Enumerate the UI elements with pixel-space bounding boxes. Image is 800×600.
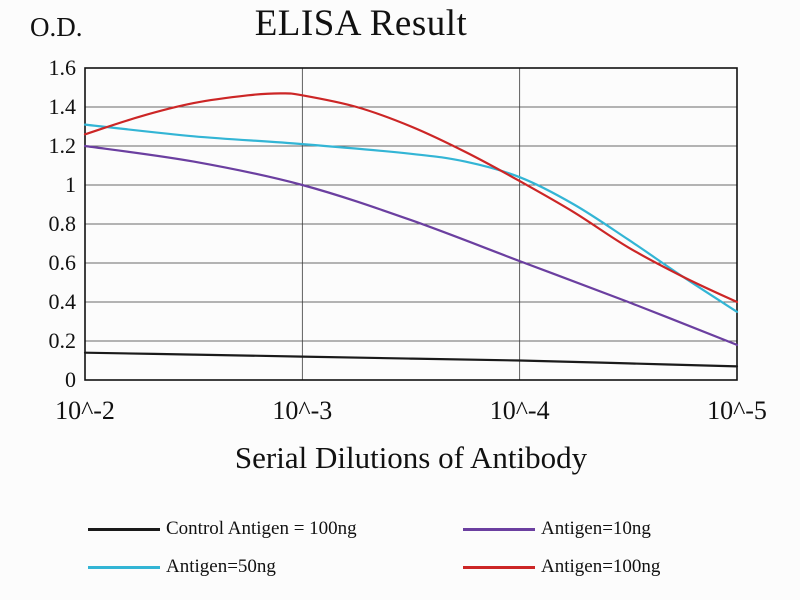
x-tick-label: 10^-5 (707, 396, 767, 425)
y-tick-label: 0.6 (48, 250, 77, 275)
legend-label: Control Antigen = 100ng (166, 518, 357, 539)
chart-title: ELISA Result (254, 3, 468, 44)
legend-item-antigen-10ng: Antigen=10ng (463, 518, 651, 540)
y-tick-label: 0.2 (48, 328, 77, 353)
legend-item-antigen-100ng: Antigen=100ng (463, 556, 660, 578)
legend-line-swatch (463, 565, 535, 569)
legend-item-antigen-50ng: Antigen=50ng (88, 556, 463, 578)
legend-row: Antigen=50ng Antigen=100ng (88, 556, 748, 578)
y-tick-label: 1.4 (48, 94, 77, 119)
x-axis-label: Serial Dilutions of Antibody (234, 440, 588, 475)
y-tick-label: 0.8 (48, 211, 77, 236)
legend-label: Antigen=10ng (541, 518, 651, 539)
y-tick-label: 1 (65, 172, 76, 197)
legend-row: Control Antigen = 100ng Antigen=10ng (88, 518, 748, 540)
y-tick-label: 1.6 (48, 55, 77, 80)
legend-label: Antigen=50ng (166, 556, 276, 577)
legend-item-control-antigen: Control Antigen = 100ng (88, 518, 463, 540)
x-tick-label: 10^-2 (55, 396, 115, 425)
y-tick-label: 1.2 (48, 133, 77, 158)
y-tick-label: 0 (65, 367, 76, 392)
y-tick-label: 0.4 (48, 289, 77, 314)
legend-label: Antigen=100ng (541, 556, 661, 577)
x-tick-label: 10^-4 (489, 396, 550, 425)
x-tick-label: 10^-3 (272, 396, 333, 425)
legend-line-swatch (88, 565, 160, 569)
legend-line-swatch (463, 527, 535, 531)
y-axis-label: O.D. (30, 12, 83, 42)
legend-line-swatch (88, 527, 160, 531)
chart-legend: Control Antigen = 100ng Antigen=10ng Ant… (88, 518, 748, 594)
